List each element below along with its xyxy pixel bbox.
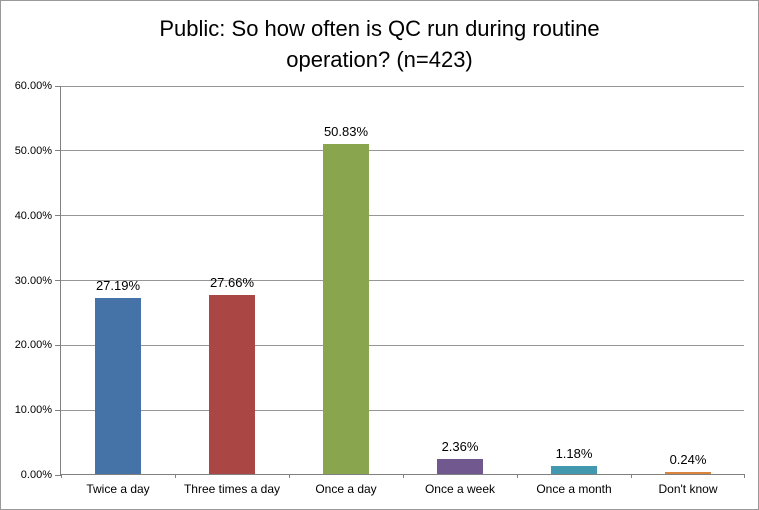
x-axis-tick <box>403 474 404 478</box>
chart-title: Public: So how often is QC run during ro… <box>159 16 600 72</box>
y-axis-label: 30.00% <box>14 274 52 287</box>
y-axis-tick <box>55 344 61 346</box>
bar <box>95 297 141 474</box>
bar <box>551 466 597 474</box>
gridline <box>61 150 744 152</box>
y-axis-tick <box>55 150 61 152</box>
x-axis-tick <box>744 474 745 478</box>
gridline <box>61 280 744 281</box>
data-label: 50.83% <box>323 124 369 140</box>
bar-slot: 0.24% <box>631 86 745 474</box>
y-axis-label: 50.00% <box>14 144 52 157</box>
gridline <box>61 344 744 346</box>
data-label: 27.66% <box>209 274 255 290</box>
x-axis-category-label: Three times a day <box>183 482 281 496</box>
y-axis-tick <box>55 409 61 411</box>
gridline <box>61 215 744 217</box>
x-axis-tick <box>289 474 290 478</box>
y-axis-tick <box>55 85 61 87</box>
y-axis-label: 60.00% <box>14 80 52 92</box>
data-label: 0.24% <box>669 452 707 467</box>
bar-slot: 2.36% <box>403 86 517 474</box>
x-axis-tick <box>61 474 62 478</box>
x-axis-tick <box>517 474 518 478</box>
plot-area: 0.00% 10.00% 20.00% 30.00% 40.00% 50.00% 60.00… <box>15 80 745 496</box>
y-axis-label: 10.00% <box>14 404 52 417</box>
x-axis-tick <box>631 474 632 478</box>
bar <box>323 144 369 474</box>
bar-slot: 27.19% <box>61 86 175 474</box>
y-axis-tick <box>55 474 61 476</box>
y-axis-label: 40.00% <box>14 209 52 222</box>
data-label: 2.36% <box>441 438 479 454</box>
bar <box>665 472 711 474</box>
x-axis-category-label: Once a week <box>424 482 496 496</box>
data-label: 27.19% <box>95 277 141 293</box>
x-axis-category-label: Once a month <box>536 482 612 496</box>
bar-slot: 1.18% <box>517 86 631 474</box>
y-axis-tick <box>55 215 61 217</box>
bar-slot: 27.66% <box>175 86 289 474</box>
x-axis-tick <box>175 474 176 478</box>
bar-slot: 50.83% <box>289 86 403 474</box>
x-axis-category-label: Don't know <box>658 482 718 496</box>
y-axis-label: 0.00% <box>20 469 52 481</box>
bar <box>437 458 483 474</box>
y-axis-tick <box>55 280 61 281</box>
bar <box>209 294 255 474</box>
x-axis-category-label: Once a day <box>315 482 377 496</box>
y-axis-label: 20.00% <box>14 339 52 352</box>
gridline <box>61 85 744 87</box>
gridline <box>61 409 744 411</box>
data-label: 1.18% <box>555 446 593 462</box>
x-axis-category-label: Twice a day <box>86 482 150 496</box>
